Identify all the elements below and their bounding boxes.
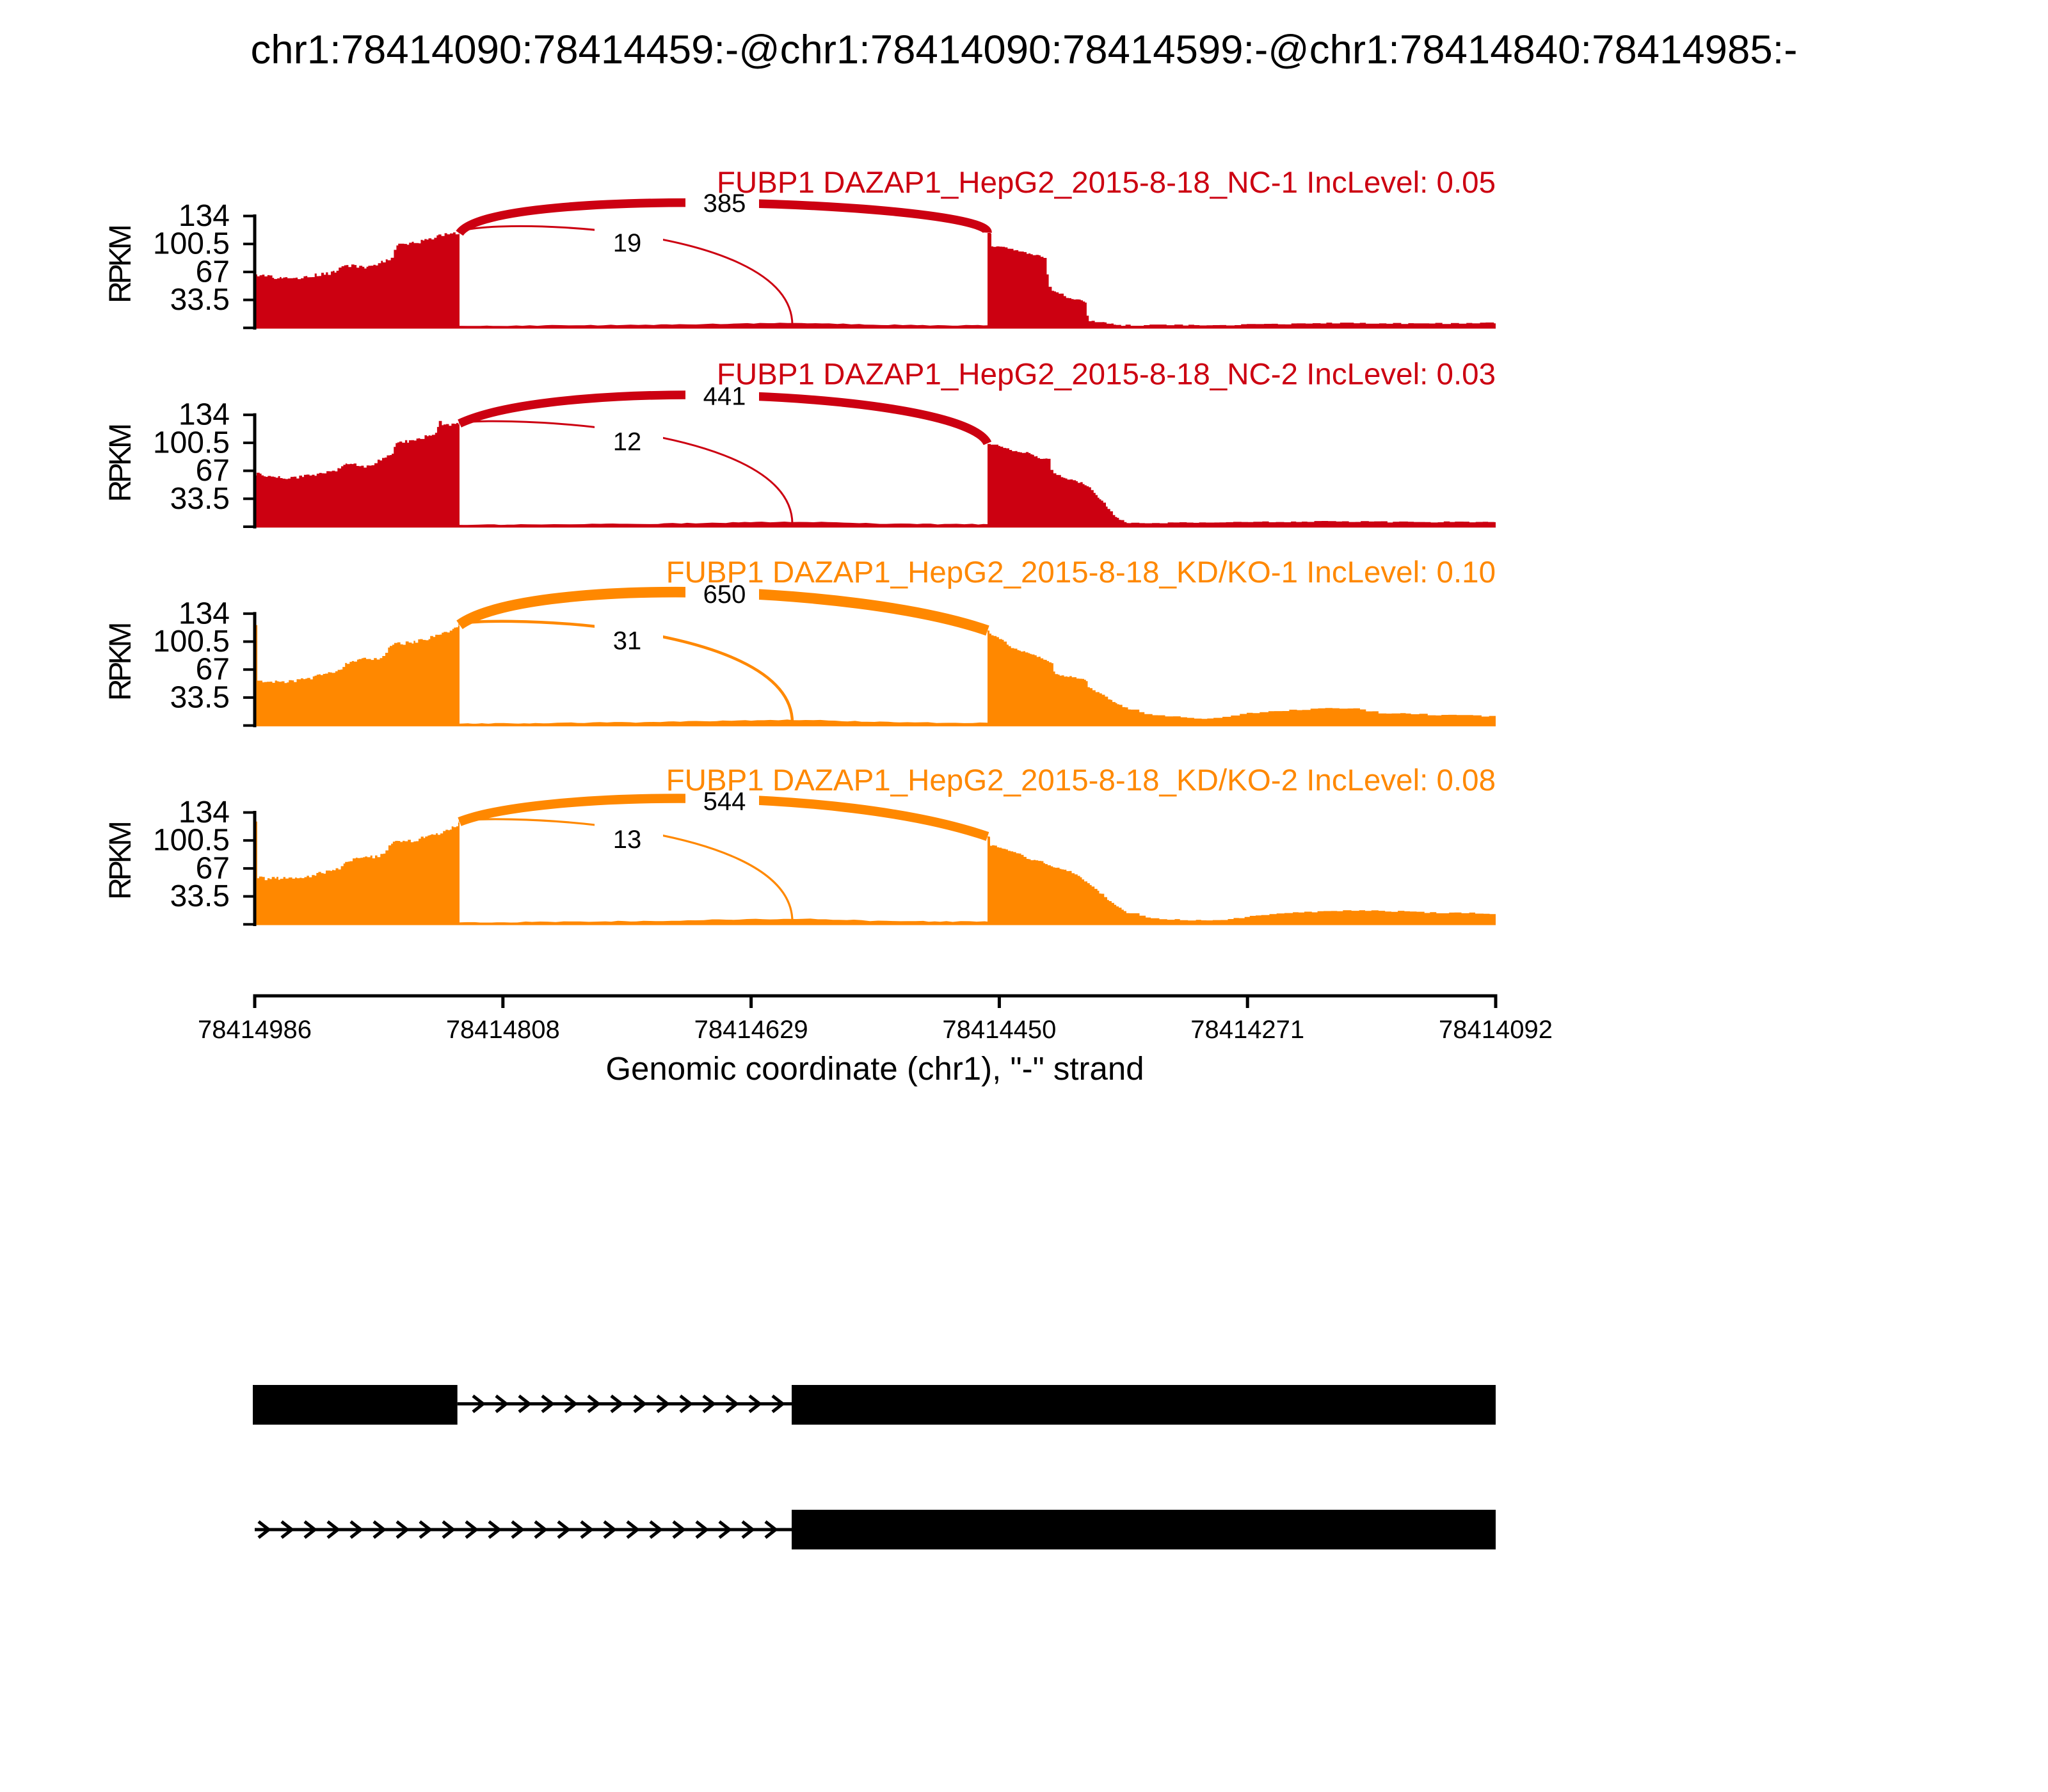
- svg-text:134: 134: [179, 398, 230, 432]
- svg-text:100.5: 100.5: [153, 625, 230, 659]
- svg-text:78414629: 78414629: [694, 1016, 808, 1044]
- svg-text:134: 134: [179, 796, 230, 829]
- svg-text:67: 67: [196, 454, 230, 488]
- svg-text:Genomic coordinate (chr1), "-": Genomic coordinate (chr1), "-" strand: [605, 1050, 1144, 1087]
- svg-text:RPKM: RPKM: [104, 623, 138, 701]
- svg-text:385: 385: [703, 189, 746, 218]
- svg-text:78414271: 78414271: [1190, 1016, 1304, 1044]
- svg-text:19: 19: [613, 229, 642, 257]
- svg-text:33.5: 33.5: [170, 879, 230, 913]
- svg-text:650: 650: [703, 580, 746, 609]
- svg-text:FUBP1 DAZAP1_HepG2_2015-8-18_N: FUBP1 DAZAP1_HepG2_2015-8-18_NC-1 IncLev…: [717, 166, 1496, 200]
- svg-text:78414450: 78414450: [942, 1016, 1056, 1044]
- svg-text:134: 134: [179, 596, 230, 630]
- svg-text:FUBP1 DAZAP1_HepG2_2015-8-18_K: FUBP1 DAZAP1_HepG2_2015-8-18_KD/KO-2 Inc…: [666, 764, 1496, 797]
- svg-text:chr1:78414090:78414459:-@chr1:: chr1:78414090:78414459:-@chr1:78414090:7…: [251, 28, 1798, 72]
- svg-text:100.5: 100.5: [153, 426, 230, 460]
- svg-text:67: 67: [196, 653, 230, 687]
- svg-text:78414808: 78414808: [446, 1016, 560, 1044]
- svg-text:441: 441: [703, 383, 746, 411]
- svg-text:33.5: 33.5: [170, 283, 230, 317]
- svg-text:33.5: 33.5: [170, 482, 230, 516]
- svg-text:544: 544: [703, 788, 746, 816]
- svg-text:RPKM: RPKM: [104, 226, 138, 303]
- svg-text:RPKM: RPKM: [104, 822, 138, 900]
- svg-text:FUBP1 DAZAP1_HepG2_2015-8-18_K: FUBP1 DAZAP1_HepG2_2015-8-18_KD/KO-1 Inc…: [666, 556, 1496, 589]
- svg-text:100.5: 100.5: [153, 227, 230, 261]
- svg-text:67: 67: [196, 255, 230, 289]
- svg-text:134: 134: [179, 199, 230, 233]
- svg-text:78414986: 78414986: [198, 1016, 312, 1044]
- svg-text:FUBP1 DAZAP1_HepG2_2015-8-18_N: FUBP1 DAZAP1_HepG2_2015-8-18_NC-2 IncLev…: [717, 358, 1496, 392]
- svg-text:RPKM: RPKM: [104, 425, 138, 502]
- svg-text:13: 13: [613, 826, 642, 854]
- svg-text:12: 12: [613, 428, 642, 456]
- svg-text:33.5: 33.5: [170, 680, 230, 714]
- svg-text:67: 67: [196, 851, 230, 885]
- svg-text:100.5: 100.5: [153, 824, 230, 858]
- svg-text:31: 31: [613, 627, 642, 655]
- svg-text:78414092: 78414092: [1439, 1016, 1553, 1044]
